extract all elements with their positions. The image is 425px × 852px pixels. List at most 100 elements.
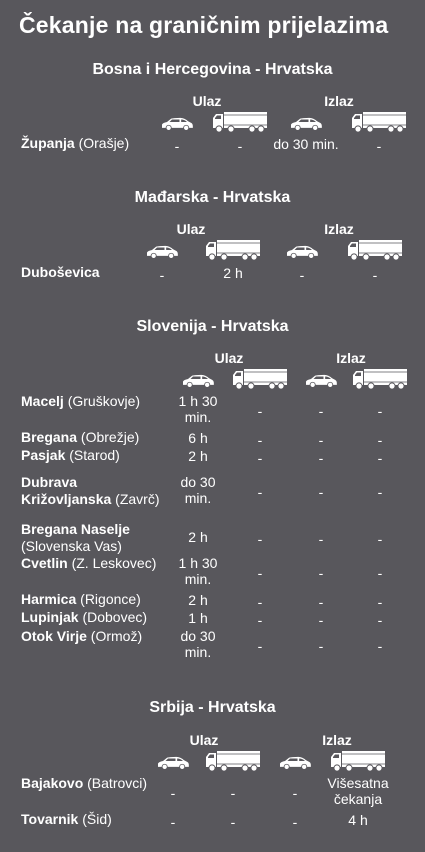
wait-time: Višesatna čekanja [327, 775, 389, 807]
car-icon [291, 117, 322, 131]
crossing-name: Bregana Naselje [21, 521, 130, 537]
crossing-name: Duboševica [21, 264, 100, 280]
crossing-name: Pasjak [21, 447, 66, 463]
crossing-place: (Ormož) [90, 628, 143, 644]
crossing-label: Harmica (Rigonce) [21, 591, 171, 608]
wait-time: 2 h [188, 591, 208, 608]
crossing-place: (Orašje) [78, 135, 130, 151]
crossing-name: Bregana [21, 429, 78, 445]
page-title: Čekanje na graničnim prijelazima [19, 12, 389, 38]
wait-time: do 30 min. [180, 474, 216, 506]
crossing-name: Dubrava Križovljanska [21, 474, 112, 507]
crossing-label: Pasjak (Starod) [21, 447, 171, 464]
wait-time: do 30 min. [273, 135, 339, 152]
wait-time: - [377, 403, 383, 419]
wait-time: - [318, 484, 324, 500]
car-icon [287, 245, 318, 259]
car-icon [306, 374, 337, 388]
crossing-label: Županja (Orašje) [21, 135, 181, 152]
wait-time: - [318, 611, 324, 628]
wait-time: - [257, 431, 263, 448]
crossing-label: Bregana Naselje (Slovenska Vas) [21, 521, 171, 555]
wait-time: - [237, 137, 243, 154]
wait-time: - [377, 431, 383, 448]
wait-time: 1 h [188, 609, 208, 626]
wait-time: - [372, 266, 378, 283]
wait-time: - [230, 813, 236, 830]
wait-time: - [377, 565, 383, 581]
exit-header: Izlaz [336, 350, 366, 366]
wait-time: - [377, 611, 383, 628]
wait-time: - [376, 137, 382, 154]
crossing-name: Macelj [21, 393, 64, 409]
crossing-name: Lupinjak [21, 609, 79, 625]
wait-time: - [292, 785, 298, 801]
wait-time: - [257, 531, 263, 547]
car-icon [280, 756, 311, 770]
truck-icon [353, 369, 407, 390]
crossing-label: Otok Virje (Ormož) [21, 628, 171, 645]
wait-time: - [318, 449, 324, 466]
crossing-name: Bajakovo [21, 775, 84, 791]
car-icon [158, 756, 189, 770]
crossing-name: Harmica [21, 591, 77, 607]
wait-time: 4 h [348, 811, 368, 828]
wait-time: - [257, 565, 263, 581]
crossing-label: Cvetlin (Z. Leskovec) [21, 555, 171, 572]
wait-time: 1 h 30 min. [178, 393, 218, 425]
wait-time: - [257, 638, 263, 654]
wait-time: - [257, 611, 263, 628]
crossing-place: (Gruškovje) [67, 393, 141, 409]
truck-icon [348, 240, 402, 261]
crossing-label: Lupinjak (Dobovec) [21, 609, 171, 626]
crossing-label: Bajakovo (Batrovci) [21, 775, 176, 792]
truck-icon [352, 112, 406, 133]
wait-time: - [257, 449, 263, 466]
exit-header: Izlaz [324, 93, 354, 109]
wait-time: 2 h [223, 264, 243, 281]
crossing-name: Otok Virje [21, 628, 87, 644]
section-title: Slovenija - Hrvatska [136, 318, 289, 335]
crossing-place: (Batrovci) [87, 775, 148, 791]
wait-time: - [257, 484, 263, 500]
crossing-place: (Obrežje) [80, 429, 140, 445]
wait-time: 2 h [188, 447, 208, 464]
exit-header: Izlaz [322, 732, 352, 748]
crossing-place: (Starod) [69, 447, 120, 463]
wait-time: - [377, 531, 383, 547]
wait-time: - [257, 593, 263, 610]
wait-time: - [377, 449, 383, 466]
crossing-label: Bregana (Obrežje) [21, 429, 171, 446]
wait-time: - [318, 593, 324, 610]
crossing-place: (Rigonce) [80, 591, 141, 607]
wait-time: - [292, 813, 298, 830]
section-title: Bosna i Hercegovina - Hrvatska [92, 61, 333, 78]
entry-header: Ulaz [214, 350, 244, 366]
wait-time: do 30 min. [180, 628, 216, 660]
crossing-name: Tovarnik [21, 811, 79, 827]
wait-time: - [377, 593, 383, 610]
entry-header: Ulaz [176, 221, 206, 237]
crossing-place: (Slovenska Vas) [21, 538, 122, 554]
wait-time: - [257, 403, 263, 419]
truck-icon [233, 369, 287, 390]
entry-header: Ulaz [189, 732, 219, 748]
crossing-name: Županja [21, 135, 75, 151]
exit-header: Izlaz [324, 221, 354, 237]
wait-time: - [159, 266, 165, 283]
crossing-place: (Dobovec) [82, 609, 148, 625]
section-title: Srbija - Hrvatska [149, 699, 276, 716]
wait-time: - [377, 484, 383, 500]
crossing-place: (Zavrč) [115, 491, 160, 507]
wait-time: - [318, 638, 324, 654]
car-icon [147, 245, 178, 259]
wait-time: - [318, 531, 324, 547]
crossing-label: Duboševica [21, 264, 181, 281]
wait-time: 1 h 30 min. [178, 555, 218, 587]
entry-header: Ulaz [192, 93, 222, 109]
truck-icon [331, 751, 385, 772]
crossing-place: (Šid) [82, 811, 112, 827]
car-icon [162, 117, 193, 131]
wait-time: - [377, 638, 383, 654]
crossing-place: (Z. Leskovec) [71, 555, 157, 571]
